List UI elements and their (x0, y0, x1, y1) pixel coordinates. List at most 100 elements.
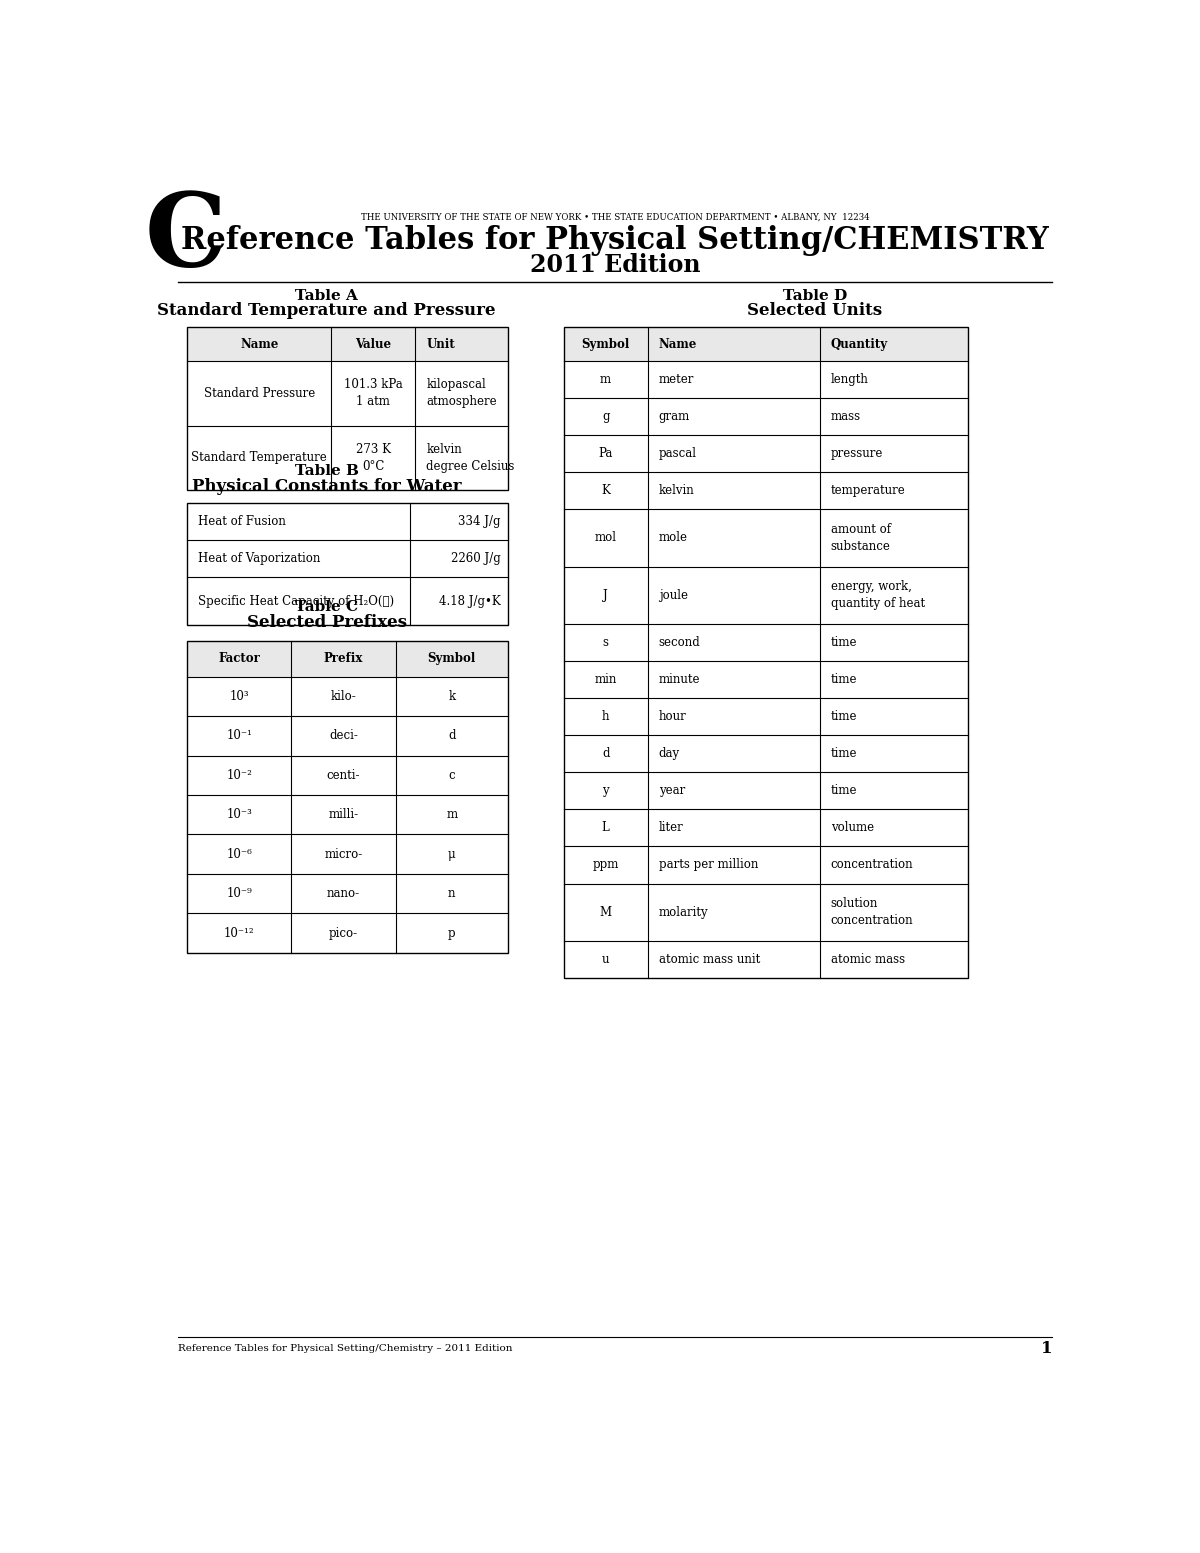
Text: mole: mole (659, 531, 688, 545)
Text: parts per million: parts per million (659, 859, 758, 871)
Text: THE UNIVERSITY OF THE STATE OF NEW YORK • THE STATE EDUCATION DEPARTMENT • ALBAN: THE UNIVERSITY OF THE STATE OF NEW YORK … (361, 213, 869, 222)
Text: atomic mass unit: atomic mass unit (659, 954, 760, 966)
Text: ppm: ppm (593, 859, 619, 871)
Text: 10⁻²: 10⁻² (227, 769, 252, 781)
Text: Table B: Table B (295, 464, 359, 478)
Text: s: s (602, 637, 608, 649)
Text: 10⁻⁹: 10⁻⁹ (227, 887, 252, 901)
Text: Value: Value (355, 337, 391, 351)
Text: 101.3 kPa
1 atm: 101.3 kPa 1 atm (344, 379, 402, 408)
Text: amount of
substance: amount of substance (830, 523, 890, 553)
Bar (187, 328, 508, 491)
Text: min: min (594, 672, 617, 686)
Text: Standard Temperature and Pressure: Standard Temperature and Pressure (157, 303, 496, 320)
Text: time: time (830, 710, 857, 724)
Text: 10⁻¹²: 10⁻¹² (224, 927, 254, 940)
Text: pressure: pressure (830, 447, 883, 460)
Text: 10⁻¹: 10⁻¹ (227, 730, 252, 742)
Text: 2011 Edition: 2011 Edition (529, 253, 701, 278)
Text: nano-: nano- (326, 887, 360, 901)
Text: m: m (446, 808, 457, 822)
Text: solution
concentration: solution concentration (830, 898, 913, 927)
Text: Name: Name (659, 337, 697, 351)
Bar (564, 328, 968, 360)
Text: 4.18 J/g•K: 4.18 J/g•K (439, 595, 500, 607)
Text: Reference Tables for Physical Setting/CHEMISTRY: Reference Tables for Physical Setting/CH… (181, 225, 1049, 256)
Text: C: C (144, 189, 227, 289)
Text: centi-: centi- (326, 769, 360, 781)
Text: atomic mass: atomic mass (830, 954, 905, 966)
Text: concentration: concentration (830, 859, 913, 871)
Text: micro-: micro- (324, 848, 362, 860)
Text: m: m (600, 373, 611, 387)
Text: k: k (449, 690, 455, 704)
Text: pascal: pascal (659, 447, 697, 460)
Text: μ: μ (448, 848, 456, 860)
Text: year: year (659, 784, 685, 797)
Text: p: p (448, 927, 456, 940)
Text: kelvin
degree Celsius: kelvin degree Celsius (426, 443, 515, 472)
Text: kilo-: kilo- (330, 690, 356, 704)
Text: Table A: Table A (295, 289, 358, 303)
Text: Quantity: Quantity (830, 337, 888, 351)
Text: Table C: Table C (295, 601, 359, 615)
Text: length: length (830, 373, 869, 387)
Text: volume: volume (830, 822, 874, 834)
Text: L: L (602, 822, 610, 834)
Bar (564, 328, 968, 978)
Text: energy, work,
quantity of heat: energy, work, quantity of heat (830, 581, 925, 610)
Text: J: J (604, 589, 608, 603)
Text: 10⁻⁶: 10⁻⁶ (227, 848, 252, 860)
Text: joule: joule (659, 589, 688, 603)
Text: Reference Tables for Physical Setting/Chemistry – 2011 Edition: Reference Tables for Physical Setting/Ch… (178, 1345, 512, 1353)
Text: Factor: Factor (218, 652, 260, 665)
Text: mol: mol (595, 531, 617, 545)
Text: n: n (448, 887, 456, 901)
Text: Standard Temperature: Standard Temperature (192, 452, 328, 464)
Text: g: g (602, 410, 610, 422)
Text: 334 J/g: 334 J/g (458, 516, 500, 528)
Bar (187, 328, 508, 360)
Text: 273 K
0°C: 273 K 0°C (355, 443, 391, 472)
Bar (187, 503, 508, 626)
Text: hour: hour (659, 710, 686, 724)
Text: temperature: temperature (830, 485, 906, 497)
Text: Symbol: Symbol (582, 337, 630, 351)
Text: d: d (448, 730, 456, 742)
Text: d: d (602, 747, 610, 761)
Bar (187, 641, 508, 954)
Text: Table D: Table D (782, 289, 847, 303)
Text: kilopascal
atmosphere: kilopascal atmosphere (426, 379, 497, 408)
Text: day: day (659, 747, 680, 761)
Text: Heat of Fusion: Heat of Fusion (198, 516, 287, 528)
Text: time: time (830, 672, 857, 686)
Text: Physical Constants for Water: Physical Constants for Water (192, 478, 462, 495)
Text: molarity: molarity (659, 905, 708, 919)
Text: time: time (830, 784, 857, 797)
Text: milli-: milli- (329, 808, 359, 822)
Text: Prefix: Prefix (324, 652, 364, 665)
Text: Name: Name (240, 337, 278, 351)
Text: Selected Prefixes: Selected Prefixes (247, 615, 407, 632)
Text: meter: meter (659, 373, 694, 387)
Text: Specific Heat Capacity of H₂O(ℓ): Specific Heat Capacity of H₂O(ℓ) (198, 595, 395, 607)
Text: liter: liter (659, 822, 684, 834)
Text: second: second (659, 637, 701, 649)
Text: 1: 1 (1040, 1340, 1052, 1357)
Text: Symbol: Symbol (427, 652, 476, 665)
Text: Standard Pressure: Standard Pressure (204, 387, 314, 399)
Text: h: h (602, 710, 610, 724)
Text: K: K (601, 485, 610, 497)
Text: mass: mass (830, 410, 860, 422)
Text: deci-: deci- (329, 730, 358, 742)
Text: kelvin: kelvin (659, 485, 695, 497)
Text: 10³: 10³ (229, 690, 250, 704)
Text: Unit: Unit (426, 337, 455, 351)
Text: 2260 J/g: 2260 J/g (451, 553, 500, 565)
Text: M: M (600, 905, 612, 919)
Text: minute: minute (659, 672, 701, 686)
Bar (187, 641, 508, 677)
Text: Heat of Vaporization: Heat of Vaporization (198, 553, 320, 565)
Text: Selected Units: Selected Units (748, 303, 882, 320)
Text: y: y (602, 784, 610, 797)
